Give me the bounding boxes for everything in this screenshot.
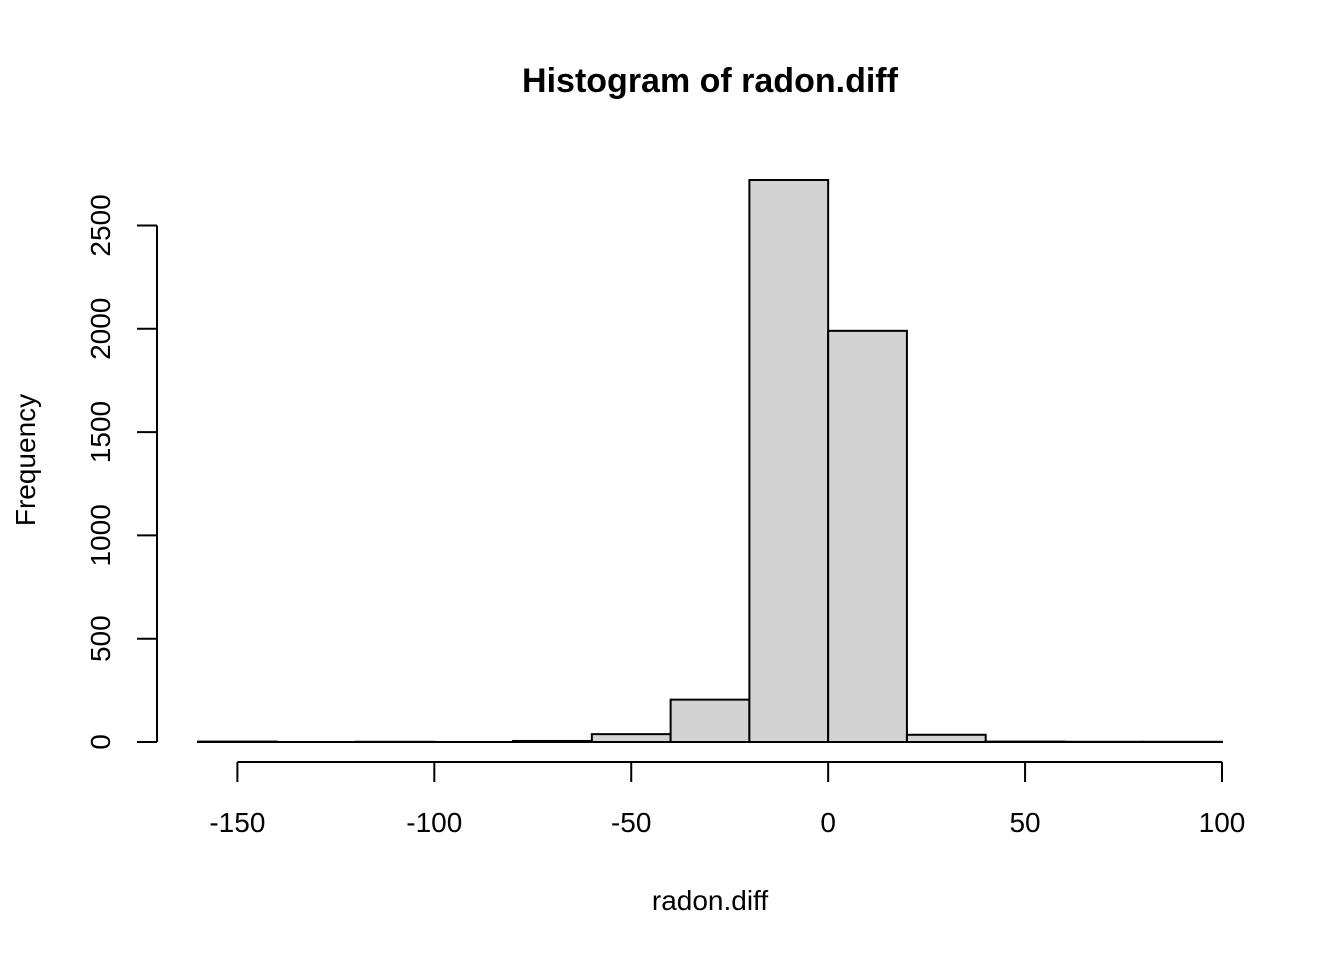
x-tick-label-3: 0 [820,807,836,838]
y-tick-label-2: 1000 [85,504,116,566]
x-tick-label-0: -150 [209,807,265,838]
x-axis-label: radon.diff [652,885,768,916]
histogram-bar-6 [669,698,751,743]
y-tick-label-5: 2500 [85,194,116,256]
y-axis: 0 500 1000 1500 2000 2500 [85,194,158,750]
chart-title: Histogram of radon.diff [522,62,899,100]
x-axis: -150 -100 -50 0 50 100 [209,761,1246,838]
x-tick-label-1: -100 [406,807,462,838]
histogram-bar-8 [827,329,908,743]
y-tick-label-4: 2000 [85,298,116,360]
histogram-bar-5 [590,733,672,744]
y-tick-label-1: 500 [85,615,116,662]
histogram-bars [197,179,1223,744]
x-tick-label-2: -50 [611,807,651,838]
histogram-bar-4 [512,739,593,744]
y-axis-label: Frequency [10,394,41,526]
histogram-bar-9 [905,733,987,743]
x-tick-label-4: 50 [1009,807,1040,838]
y-tick-label-0: 0 [85,734,116,750]
x-tick-label-5: 100 [1199,807,1246,838]
y-tick-label-3: 1500 [85,401,116,463]
histogram-bar-7 [748,179,830,743]
